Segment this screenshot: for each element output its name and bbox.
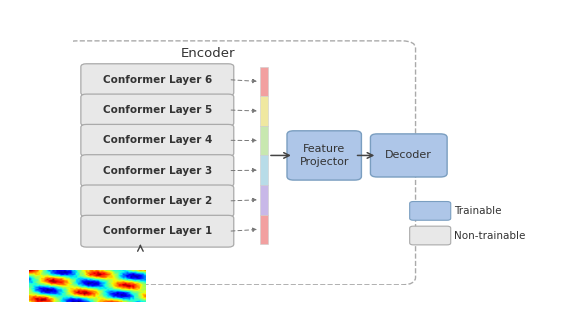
FancyBboxPatch shape	[260, 126, 268, 156]
Text: Non-trainable: Non-trainable	[454, 230, 526, 241]
FancyBboxPatch shape	[81, 64, 234, 96]
Text: Projector: Projector	[300, 156, 349, 167]
FancyBboxPatch shape	[81, 124, 234, 156]
FancyBboxPatch shape	[81, 155, 234, 187]
FancyBboxPatch shape	[260, 215, 268, 244]
Text: Conformer Layer 6: Conformer Layer 6	[102, 75, 212, 85]
FancyBboxPatch shape	[260, 96, 268, 126]
Text: Conformer Layer 3: Conformer Layer 3	[102, 165, 212, 176]
FancyBboxPatch shape	[410, 226, 450, 245]
FancyBboxPatch shape	[371, 134, 447, 177]
FancyBboxPatch shape	[260, 156, 268, 185]
Text: Conformer Layer 2: Conformer Layer 2	[102, 196, 212, 206]
FancyBboxPatch shape	[287, 131, 361, 180]
Text: Trainable: Trainable	[454, 206, 501, 216]
Text: Conformer Layer 1: Conformer Layer 1	[102, 226, 212, 236]
FancyBboxPatch shape	[260, 67, 268, 96]
Text: Conformer Layer 5: Conformer Layer 5	[102, 105, 212, 115]
Text: Conformer Layer 4: Conformer Layer 4	[102, 135, 212, 145]
Text: Feature: Feature	[303, 144, 345, 154]
FancyBboxPatch shape	[410, 202, 450, 220]
Text: Decoder: Decoder	[385, 150, 432, 160]
FancyBboxPatch shape	[81, 185, 234, 217]
FancyBboxPatch shape	[81, 94, 234, 126]
FancyBboxPatch shape	[260, 185, 268, 215]
Text: Encoder: Encoder	[181, 47, 235, 60]
FancyBboxPatch shape	[81, 215, 234, 247]
